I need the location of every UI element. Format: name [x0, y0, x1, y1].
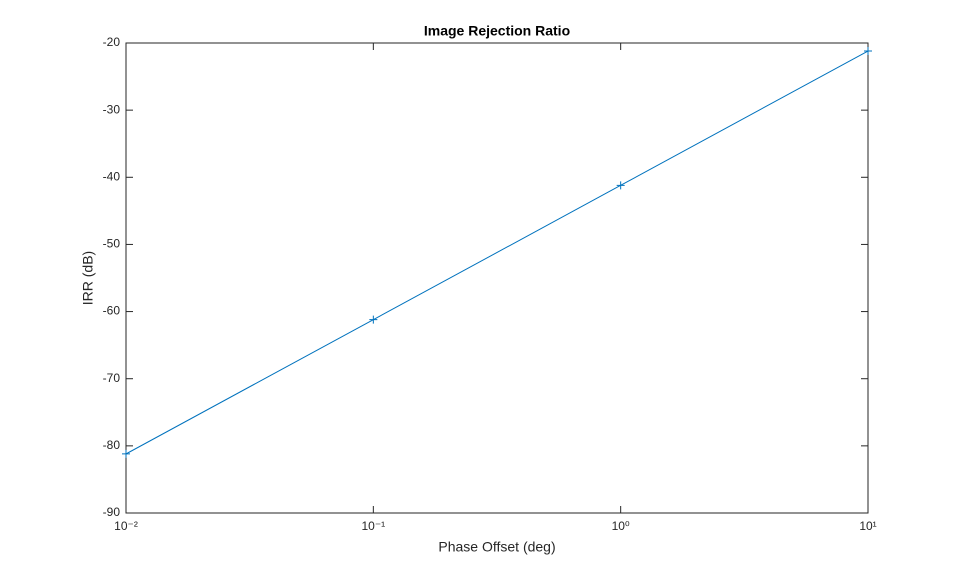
y-tick-label: -60 [103, 304, 121, 318]
y-tick-label: -80 [103, 438, 121, 452]
y-tick-label: -50 [103, 237, 121, 251]
x-axis-label: Phase Offset (deg) [438, 539, 555, 555]
point-marker [616, 181, 625, 190]
y-axis-label: IRR (dB) [80, 251, 96, 305]
point-marker [122, 449, 130, 458]
chart-title: Image Rejection Ratio [424, 23, 570, 39]
x-tick-label: 10⁻² [114, 519, 138, 533]
point-marker [369, 315, 378, 324]
point-marker [864, 47, 872, 56]
series-line [125, 50, 869, 455]
x-tick-label: 10⁻¹ [361, 519, 385, 533]
y-tick-label: -30 [103, 102, 121, 116]
y-tick-label: -70 [103, 371, 121, 385]
y-tick-label: -40 [103, 169, 121, 183]
x-tick-label: 10⁰ [612, 519, 630, 533]
y-tick-label: -90 [103, 505, 121, 519]
plot-frame [125, 42, 869, 514]
x-tick-label: 10¹ [859, 519, 876, 533]
y-tick-label: -20 [103, 35, 121, 49]
